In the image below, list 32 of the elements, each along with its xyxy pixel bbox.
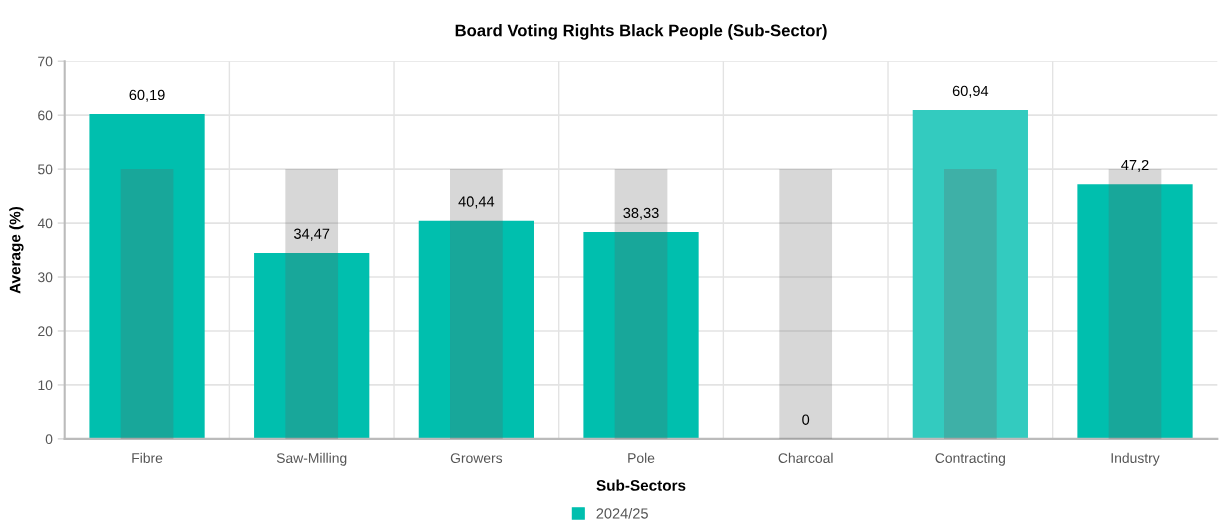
- bar: [89, 114, 205, 439]
- bar: [418, 220, 534, 439]
- x-tick-label: Contracting: [935, 452, 1005, 466]
- chart-title: Board Voting Rights Black People (Sub-Sector): [455, 24, 827, 40]
- y-axis-title: Average (%): [9, 206, 24, 294]
- x-tick-label: Industry: [1111, 452, 1160, 466]
- x-tick-label: Pole: [628, 452, 655, 463]
- x-tick-label: Growers: [450, 453, 503, 463]
- data-label: 60,19: [129, 89, 165, 102]
- y-tick-label: 20: [38, 326, 53, 337]
- y-tick-label: 40: [37, 218, 53, 229]
- bar: [912, 110, 1028, 439]
- data-label: 0: [802, 414, 810, 425]
- bar: [1077, 184, 1193, 439]
- x-tick-label: Charcoal: [778, 452, 833, 463]
- x-axis-title: Sub-Sectors: [596, 479, 686, 491]
- data-label: 60,94: [952, 85, 989, 98]
- data-label: 38,33: [623, 207, 659, 220]
- y-tick-label: 50: [38, 164, 53, 175]
- bar: [583, 232, 699, 439]
- y-tick-label: 70: [38, 56, 53, 67]
- y-tick-label: 60: [38, 110, 53, 121]
- y-tick-label: 10: [38, 380, 53, 391]
- y-tick-label: 30: [37, 272, 53, 283]
- bar: [254, 252, 370, 439]
- data-label: 34,47: [294, 228, 330, 241]
- y-tick-label: 0: [45, 434, 53, 445]
- data-label: 40,44: [458, 196, 495, 209]
- data-label: 47,2: [1121, 159, 1149, 172]
- x-tick-label: Fibre: [132, 452, 163, 463]
- legend-label: 2024/25: [596, 507, 648, 519]
- x-tick-label: Saw-Milling: [276, 452, 347, 466]
